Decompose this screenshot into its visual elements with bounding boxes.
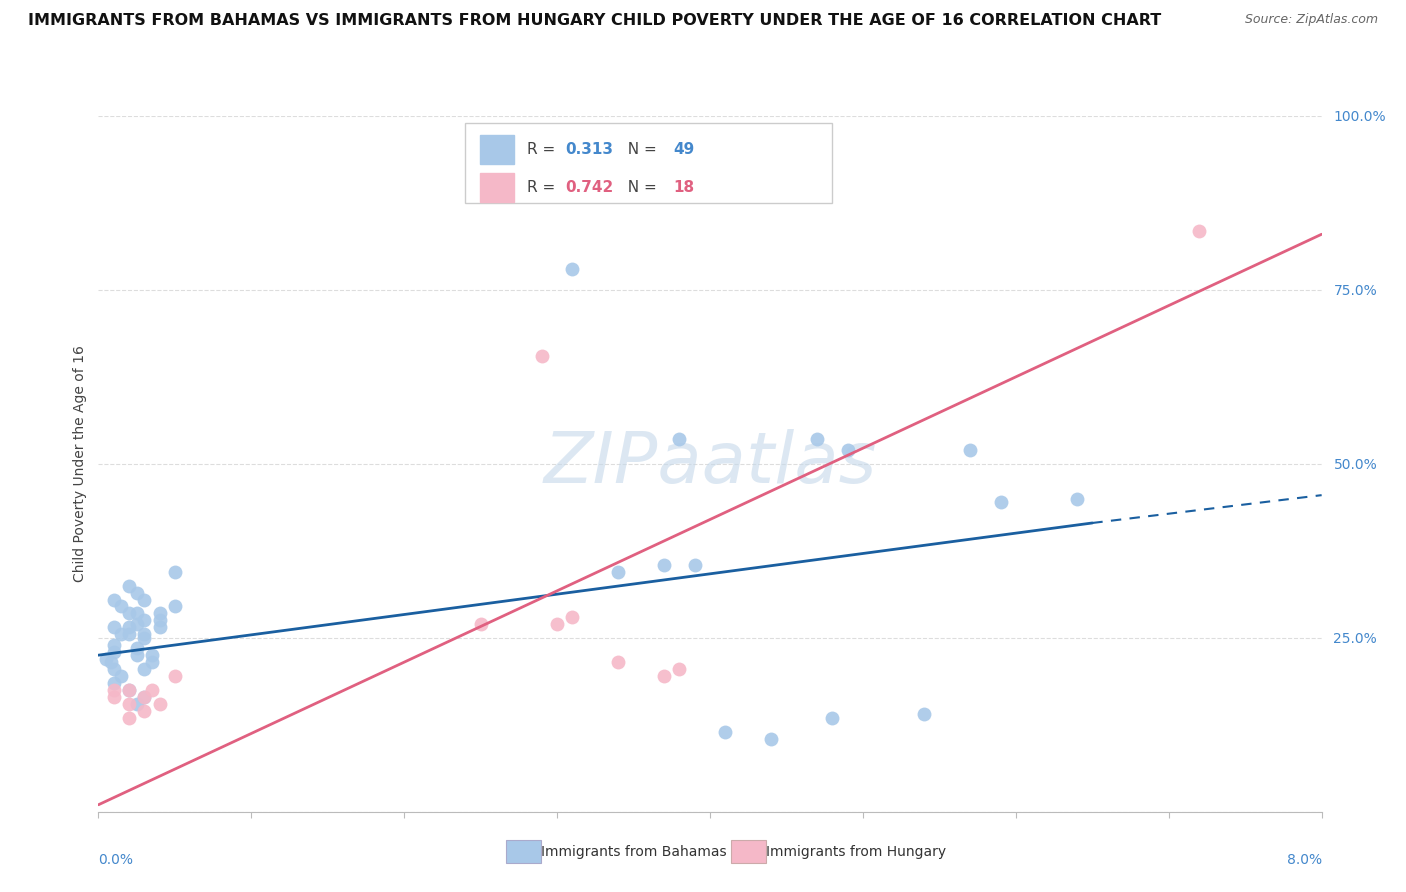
Point [118,578,141,592]
Point [118,683,141,698]
Point [470,616,492,631]
Point [668,662,690,676]
Point [959,442,981,457]
Point [607,655,630,669]
Text: IMMIGRANTS FROM BAHAMAS VS IMMIGRANTS FROM HUNGARY CHILD POVERTY UNDER THE AGE O: IMMIGRANTS FROM BAHAMAS VS IMMIGRANTS FR… [28,13,1161,29]
Point [1188,224,1211,238]
Point [141,648,163,662]
Point [125,697,148,711]
Point [110,627,132,641]
Point [149,607,172,621]
Point [163,599,186,614]
Point [125,585,148,599]
Point [103,620,125,634]
FancyBboxPatch shape [465,123,832,203]
Point [163,669,186,683]
Point [990,495,1012,509]
Point [163,565,186,579]
Point [125,641,148,656]
Point [806,433,828,447]
Point [94,651,117,665]
Point [134,690,156,704]
Point [759,731,782,746]
Point [134,662,156,676]
Text: N =: N = [619,142,662,157]
Point [103,645,125,659]
Point [607,565,630,579]
Point [134,627,156,641]
Text: 18: 18 [673,180,695,195]
Point [134,631,156,645]
Text: 0.313: 0.313 [565,142,613,157]
FancyBboxPatch shape [479,173,515,202]
Text: ZIPaatlas: ZIPaatlas [543,429,877,499]
Text: Source: ZipAtlas.com: Source: ZipAtlas.com [1244,13,1378,27]
Point [652,558,675,572]
Point [912,707,935,722]
Point [683,558,706,572]
Text: 0.742: 0.742 [565,180,614,195]
Point [714,724,737,739]
Point [530,349,553,363]
Text: R =: R = [527,142,560,157]
Point [668,433,690,447]
Point [110,669,132,683]
Point [141,655,163,669]
Point [134,690,156,704]
Point [141,683,163,698]
Point [125,648,148,662]
Text: N =: N = [619,180,662,195]
Point [103,662,125,676]
Point [103,638,125,652]
Point [561,610,583,624]
Point [652,669,675,683]
Point [118,697,141,711]
Point [118,711,141,725]
Y-axis label: Child Poverty Under the Age of 16: Child Poverty Under the Age of 16 [73,345,87,582]
Text: Immigrants from Hungary: Immigrants from Hungary [766,845,946,859]
Point [837,442,859,457]
Text: R =: R = [527,180,560,195]
Point [118,683,141,698]
Point [134,592,156,607]
Point [149,620,172,634]
Point [821,711,844,725]
Point [546,616,568,631]
Point [134,614,156,628]
Point [103,592,125,607]
Point [149,697,172,711]
FancyBboxPatch shape [479,135,515,164]
Text: 0.0%: 0.0% [98,854,134,867]
Point [118,607,141,621]
Point [118,627,141,641]
Point [100,655,122,669]
Point [561,262,583,277]
Point [125,607,148,621]
Point [125,616,148,631]
Point [110,599,132,614]
Text: 8.0%: 8.0% [1286,854,1322,867]
Point [103,690,125,704]
Point [103,683,125,698]
Point [118,620,141,634]
Text: 49: 49 [673,142,695,157]
Point [1066,491,1088,506]
Point [134,704,156,718]
Text: Immigrants from Bahamas: Immigrants from Bahamas [541,845,727,859]
Point [149,614,172,628]
Point [103,676,125,690]
